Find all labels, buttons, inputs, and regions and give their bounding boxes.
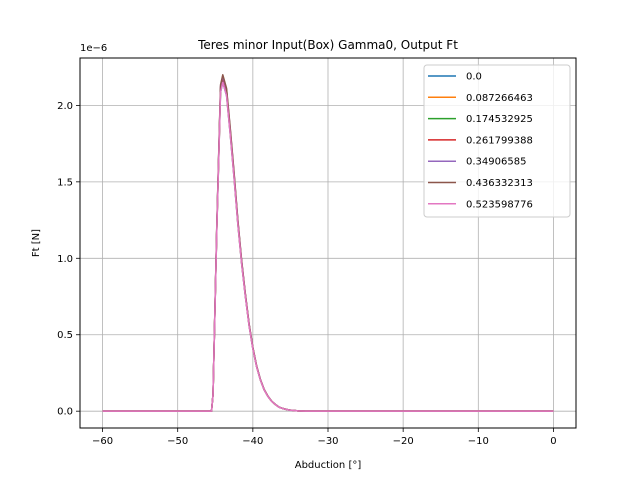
legend-label: 0.34906585 (466, 157, 526, 168)
legend-label: 0.174532925 (466, 114, 533, 125)
series-lines (102, 74, 554, 412)
x-tick-label: 0 (550, 436, 556, 447)
x-tick-label: −40 (242, 436, 263, 447)
series-line (102, 81, 554, 412)
y-tick-label: 0.5 (57, 330, 73, 341)
x-tick-label: −50 (167, 436, 188, 447)
x-axis: −60 −50 −40 −30 −20 −10 0 (92, 428, 557, 447)
legend-label: 0.523598776 (466, 199, 533, 210)
legend-label: 0.0 (466, 72, 482, 83)
x-tick-label: −10 (468, 436, 489, 447)
y-tick-label: 0.0 (57, 407, 73, 418)
x-tick-label: −60 (92, 436, 113, 447)
legend-box (423, 64, 571, 218)
y-axis: 0.0 0.5 1.0 1.5 2.0 (57, 101, 80, 418)
x-tick-label: −20 (393, 436, 414, 447)
x-tick-label: −30 (317, 436, 338, 447)
legend: 0.0 0.087266463 0.174532925 0.261799388 0.34… (423, 64, 571, 218)
legend-label: 0.087266463 (466, 93, 533, 104)
y-tick-label: 2.0 (57, 101, 73, 112)
y-offset-label: 1e−6 (80, 43, 107, 54)
x-axis-label: Abduction [°] (295, 460, 362, 471)
y-axis-label: Ft [N] (31, 229, 42, 257)
y-tick-label: 1.5 (57, 177, 73, 188)
y-tick-label: 1.0 (57, 254, 73, 265)
legend-label: 0.436332313 (466, 178, 533, 189)
legend-label: 0.261799388 (466, 135, 533, 146)
chart-title: Teres minor Input(Box) Gamma0, Output Ft (197, 38, 458, 52)
